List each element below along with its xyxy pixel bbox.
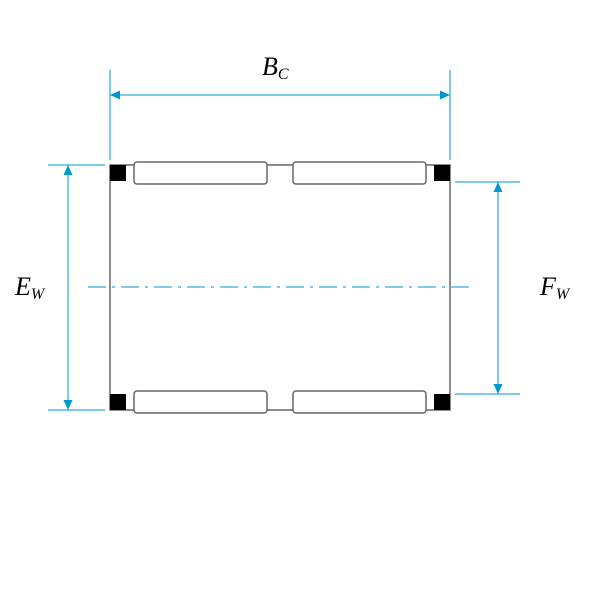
ew-symbol: E (15, 272, 31, 301)
width-subscript: C (278, 66, 289, 83)
width-symbol: B (262, 52, 278, 81)
fw-subscript: W (556, 286, 569, 303)
width-label: BC (262, 52, 289, 84)
ew-subscript: W (31, 286, 44, 303)
height-right-label: FW (540, 272, 569, 304)
fw-symbol: F (540, 272, 556, 301)
bearing-cross-section-diagram (0, 0, 600, 600)
height-left-label: EW (15, 272, 44, 304)
